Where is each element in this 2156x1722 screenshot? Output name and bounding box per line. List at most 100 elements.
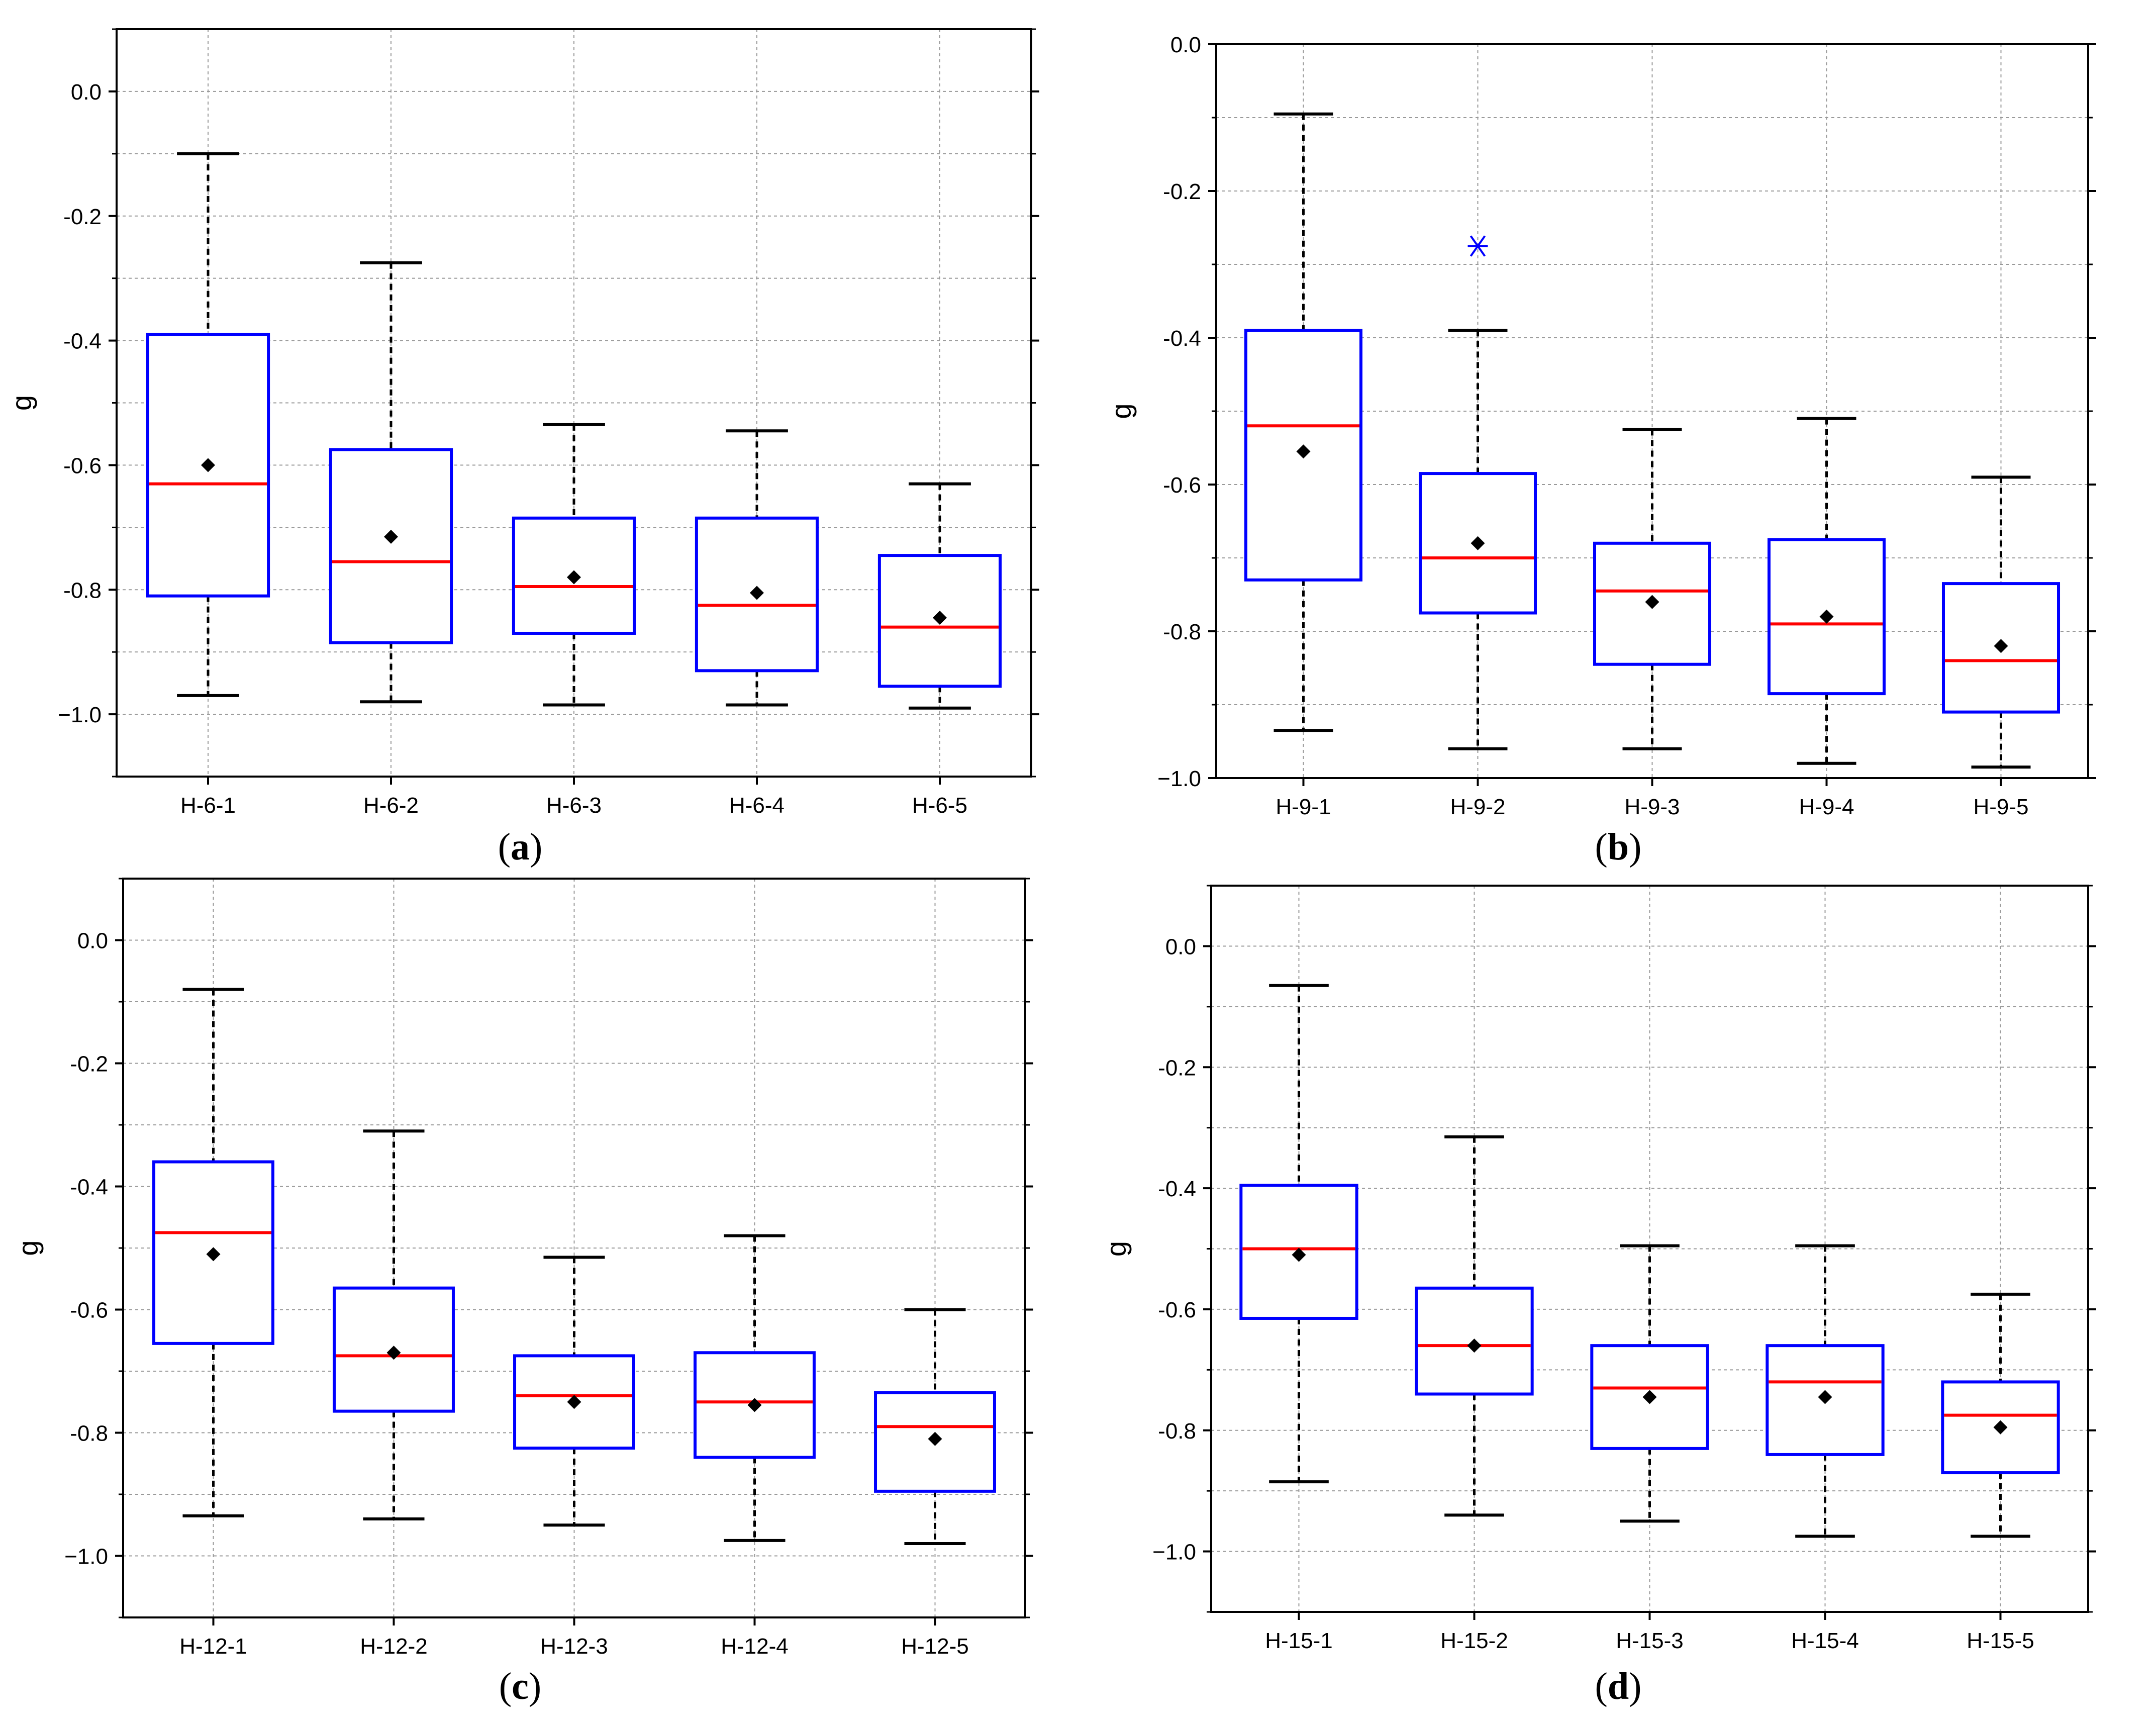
panel-label: (d) [1595, 1665, 1642, 1707]
y-axis-label: g [6, 395, 37, 411]
panel-label: (b) [1595, 826, 1642, 868]
y-tick-label: 0.0 [1170, 33, 1201, 57]
y-tick-label: -0.4 [1163, 326, 1201, 351]
x-tick-label: H-15-2 [1440, 1629, 1508, 1653]
mean-marker [386, 1346, 401, 1360]
panel-label-letter: c [512, 1665, 529, 1707]
panel-label-letter: b [1608, 826, 1629, 868]
mean-marker [1292, 1248, 1306, 1262]
x-tick-label: H-9-3 [1624, 795, 1680, 819]
y-tick-label: -0.6 [1163, 473, 1201, 498]
mean-marker [928, 1431, 942, 1446]
box-H-6-4 [695, 429, 819, 707]
mean-marker [567, 570, 581, 585]
y-tick-label: -0.4 [70, 1175, 108, 1200]
y-tick-label: −1.0 [58, 703, 102, 727]
mean-marker [933, 611, 947, 625]
x-tick-label: H-12-5 [901, 1634, 969, 1659]
box-H-6-2 [329, 261, 453, 704]
iqr-box [329, 448, 453, 644]
y-axis-label: g [12, 1240, 44, 1256]
mean-marker [1994, 639, 2008, 653]
mean-marker [1467, 1338, 1482, 1353]
x-tick-label: H-15-1 [1265, 1629, 1333, 1653]
box-H-15-5 [1941, 1292, 2060, 1538]
box-H-9-3 [1593, 428, 1712, 750]
x-tick-label: H-6-4 [729, 793, 785, 818]
x-tick-label: H-15-3 [1616, 1629, 1684, 1653]
mean-marker [1296, 444, 1311, 459]
mean-marker [1645, 595, 1659, 609]
x-tick-label: H-12-3 [540, 1634, 608, 1659]
x-tick-label: H-12-2 [360, 1634, 428, 1659]
box-H-12-4 [694, 1234, 816, 1542]
box-H-15-2 [1415, 1135, 1534, 1517]
mean-marker [1818, 1390, 1832, 1404]
y-tick-label: -0.2 [70, 1052, 108, 1077]
x-tick-label: H-6-2 [363, 793, 419, 818]
y-tick-label: −1.0 [1157, 767, 1201, 791]
y-tick-label: 0.0 [77, 929, 108, 953]
x-tick-label: H-12-1 [179, 1634, 247, 1659]
y-axis-label: g [1105, 403, 1137, 419]
panel-c: 0.0 -0.2 -0.4 -0.6 -0.8 −1.0 g H-12-1 H-12-2 H-12… [12, 878, 1033, 1707]
outlier-marker [1467, 235, 1488, 257]
x-tick-label: H-6-3 [546, 793, 602, 818]
x-tick-label: H-12-4 [721, 1634, 789, 1659]
box-H-12-1 [152, 988, 274, 1517]
y-tick-label: 0.0 [71, 80, 102, 105]
mean-marker [750, 586, 764, 600]
box-H-6-5 [877, 482, 1002, 710]
y-tick-label: -0.8 [1158, 1419, 1196, 1444]
panel-a: 0.0 -0.2 -0.4 -0.6 -0.8 −1.0 g H-6-1 H-6-2 H-6-3 H… [6, 28, 1039, 868]
box-H-6-3 [512, 423, 636, 707]
y-tick-label: 0.0 [1165, 934, 1196, 959]
y-tick-label: −1.0 [1152, 1540, 1196, 1565]
outlier-stroke [1469, 235, 1486, 257]
y-tick-label: -0.8 [63, 578, 102, 603]
panel-label: (c) [499, 1665, 541, 1707]
x-tick-label: H-15-5 [1967, 1629, 2034, 1653]
x-tick-label: H-9-5 [1973, 795, 2028, 819]
y-tick-label: -0.8 [70, 1421, 108, 1446]
mean-marker [1642, 1390, 1657, 1404]
mean-marker [384, 529, 398, 544]
mean-marker [1819, 609, 1834, 624]
panel-label-letter: d [1608, 1665, 1629, 1707]
x-tick-label: H-6-1 [180, 793, 236, 818]
box-H-12-3 [513, 1256, 635, 1527]
x-tick-label: H-9-2 [1450, 795, 1505, 819]
mean-marker [201, 458, 215, 472]
x-tick-label: H-15-4 [1791, 1629, 1859, 1653]
box-H-9-2 [1418, 235, 1537, 750]
box-H-12-2 [333, 1129, 455, 1520]
y-tick-label: -0.6 [70, 1298, 108, 1323]
y-tick-label: -0.4 [63, 329, 102, 354]
y-tick-label: -0.8 [1163, 620, 1201, 644]
y-tick-label: -0.4 [1158, 1177, 1196, 1201]
mean-marker [1993, 1420, 2008, 1434]
box-H-15-3 [1590, 1244, 1709, 1523]
mean-marker [1471, 536, 1485, 550]
x-tick-label: H-6-5 [912, 793, 967, 818]
y-tick-label: −1.0 [64, 1545, 108, 1569]
y-tick-label: -0.2 [1158, 1056, 1196, 1080]
box-H-6-1 [146, 152, 270, 697]
y-tick-label: -0.2 [63, 205, 102, 229]
panel-d: 0.0 -0.2 -0.4 -0.6 -0.8 −1.0 g H-15-1 H-15-2 H-15… [1100, 885, 2096, 1707]
mean-marker [567, 1395, 581, 1409]
box-H-15-4 [1766, 1244, 1885, 1538]
y-axis-label: g [1100, 1241, 1132, 1257]
mean-marker [206, 1247, 221, 1262]
panel-label-letter: a [511, 826, 530, 868]
y-tick-label: -0.6 [63, 453, 102, 478]
box-H-9-4 [1767, 417, 1886, 765]
box-H-15-1 [1239, 984, 1358, 1484]
x-tick-label: H-9-1 [1276, 795, 1331, 819]
box-H-9-5 [1941, 475, 2061, 769]
panel-label: (a) [498, 826, 543, 868]
box-H-12-5 [874, 1308, 996, 1545]
mean-marker [747, 1398, 762, 1412]
x-tick-label: H-9-4 [1799, 795, 1854, 819]
